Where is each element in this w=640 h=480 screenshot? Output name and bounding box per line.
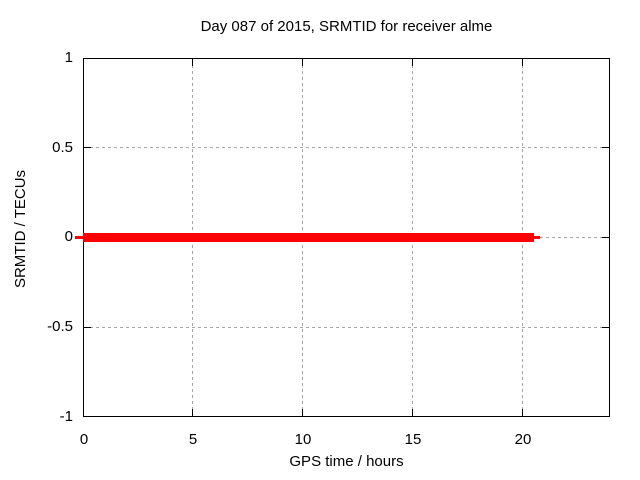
series-srmtid-points bbox=[83, 233, 534, 242]
y-tick-label-1: 1 bbox=[64, 49, 73, 66]
x-tick-label-10: 10 bbox=[294, 431, 312, 448]
y-tick-label-0.5: 0.5 bbox=[52, 139, 73, 156]
y-tick-label--0.5: -0.5 bbox=[47, 318, 73, 335]
tickmark-x-15-bottom bbox=[411, 409, 413, 416]
tickmark-x-15-top bbox=[411, 59, 413, 66]
tickmark-x-10-top bbox=[301, 59, 303, 66]
tickmark-x-10-bottom bbox=[301, 409, 303, 416]
x-tick-label-5: 5 bbox=[188, 431, 198, 448]
tickmark-y-0.5-right bbox=[602, 146, 609, 148]
tickmark-y-0.5-left bbox=[84, 146, 91, 148]
gridline-y--0.5 bbox=[84, 327, 609, 328]
chart-title: Day 087 of 2015, SRMTID for receiver alm… bbox=[200, 18, 493, 35]
y-tick-label-0: 0 bbox=[64, 228, 73, 245]
y-tick-label--1: -1 bbox=[59, 408, 73, 425]
gridline-y-0.5 bbox=[84, 147, 609, 148]
x-tick-label-0: 0 bbox=[79, 431, 89, 448]
tickmark-x-5-top bbox=[191, 59, 193, 66]
y-axis-title: SRMTID / TECUs bbox=[12, 169, 29, 289]
tickmark-x-20-bottom bbox=[521, 409, 523, 416]
tickmark-y-0-right bbox=[602, 236, 609, 238]
tickmark-y--0.5-left bbox=[84, 326, 91, 328]
tickmark-y--0.5-right bbox=[602, 326, 609, 328]
x-tick-label-15: 15 bbox=[404, 431, 422, 448]
x-tick-label-20: 20 bbox=[514, 431, 532, 448]
tickmark-x-20-top bbox=[521, 59, 523, 66]
tickmark-x-5-bottom bbox=[191, 409, 193, 416]
x-axis-title: GPS time / hours bbox=[289, 453, 404, 470]
